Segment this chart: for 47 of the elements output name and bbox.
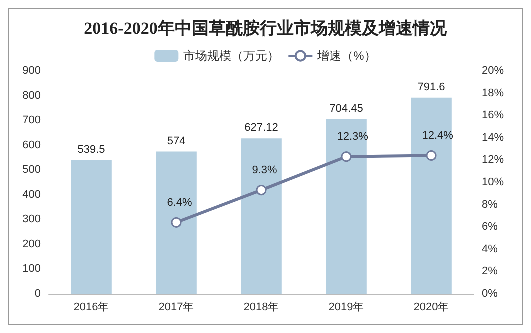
data-label: 9.3% <box>252 164 278 177</box>
y2-tick-label: 2% <box>482 266 498 278</box>
data-label: 791.6 <box>418 81 446 94</box>
y-tick-label: 500 <box>22 164 41 176</box>
point <box>426 150 437 161</box>
chart-title: 2016-2020年中国草酰胺行业市场规模及增速情况 <box>84 19 448 38</box>
y-tick-label: 900 <box>22 65 41 77</box>
data-label: 12.3% <box>337 131 369 144</box>
y-tick-label: 0 <box>34 288 41 300</box>
data-label: 704.45 <box>330 102 364 115</box>
y-tick-label: 400 <box>22 188 41 201</box>
y2-tick-label: 14% <box>482 132 504 144</box>
y2-tick-label: 12% <box>482 154 504 166</box>
y2-tick-label: 4% <box>482 243 498 256</box>
bar <box>411 98 452 294</box>
y2-tick-label: 18% <box>482 87 504 100</box>
y-tick-label: 300 <box>22 214 41 226</box>
x-tick-label: 2018年 <box>244 302 280 314</box>
y-tick-label: 200 <box>22 238 41 250</box>
data-label: 539.5 <box>78 144 106 156</box>
y-tick-label: 700 <box>22 114 41 127</box>
y2-tick-label: 16% <box>482 110 504 122</box>
x-tick-label: 2016年 <box>74 302 110 314</box>
y2-tick-label: 10% <box>482 176 504 188</box>
x-tick-label: 2017年 <box>158 302 194 314</box>
x-tick-label: 2019年 <box>328 302 364 314</box>
legend-label: 市场规模（万元） <box>184 49 280 63</box>
y-tick-label: 100 <box>22 263 41 276</box>
data-label: 574 <box>167 135 186 148</box>
point <box>256 185 267 196</box>
legend-label: 增速（%） <box>316 49 376 63</box>
x-tick-label: 2020年 <box>414 302 450 314</box>
y2-tick-label: 0% <box>482 288 498 300</box>
y2-tick-label: 6% <box>482 221 498 234</box>
point <box>171 217 182 228</box>
data-label: 12.4% <box>422 130 454 142</box>
bar <box>156 152 197 294</box>
y-tick-label: 800 <box>22 90 41 102</box>
bar <box>326 119 367 294</box>
y-tick-label: 600 <box>22 139 41 152</box>
bar <box>241 138 282 294</box>
data-label: 627.12 <box>244 122 278 134</box>
point <box>341 152 352 162</box>
data-label: 6.4% <box>167 196 193 209</box>
bar <box>71 160 112 294</box>
y2-tick-label: 20% <box>482 65 504 77</box>
y2-tick-label: 8% <box>482 198 498 211</box>
